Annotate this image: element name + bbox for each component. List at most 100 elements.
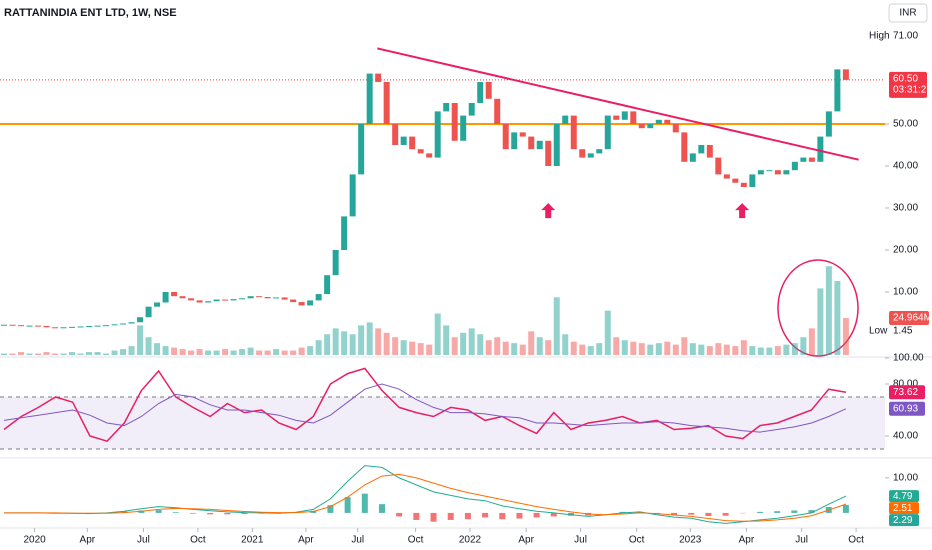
volume-label-box (889, 311, 929, 326)
candle (613, 115, 620, 120)
histogram-bar (705, 512, 712, 517)
candle (103, 325, 110, 327)
volume-bar (638, 343, 645, 355)
candle (545, 140, 552, 166)
candle (842, 69, 849, 80)
volume-bar (52, 353, 59, 355)
last-price-label: 60.50 (893, 74, 918, 85)
y-tick-label: 50.00 (893, 119, 918, 130)
volume-bar (800, 337, 807, 355)
x-tick-label: Oct (408, 535, 424, 546)
candle (349, 174, 356, 217)
candle (145, 306, 152, 318)
currency-label[interactable]: INR (899, 8, 916, 19)
candle (247, 296, 254, 299)
volume-bar (485, 340, 492, 355)
x-tick-label: Jul (795, 535, 808, 546)
histogram-bar (550, 512, 557, 517)
volume-bar (349, 334, 356, 355)
candle (519, 132, 526, 137)
candle (451, 102, 458, 141)
candle (324, 275, 331, 295)
candle (417, 149, 424, 154)
candle (307, 300, 314, 306)
volume-bar (825, 266, 832, 355)
candle (706, 144, 713, 158)
volume-bar (264, 350, 271, 355)
candle (800, 157, 807, 162)
volume-bar (145, 337, 152, 355)
candle (477, 81, 484, 103)
volume-bar (732, 346, 739, 355)
candle (298, 302, 305, 306)
volume-bar (536, 337, 543, 355)
x-tick-label: Jul (137, 535, 150, 546)
volume-bar (545, 340, 552, 355)
y-tick-label: 30.00 (893, 203, 918, 214)
candle (468, 102, 475, 116)
highlight-circle (777, 259, 859, 357)
volume-bar (366, 322, 373, 355)
volume-bar (409, 341, 416, 355)
high-text: High (869, 30, 890, 41)
value-label-box (889, 490, 919, 503)
volume-bar (417, 343, 424, 355)
value-label-box (889, 401, 925, 416)
candle (332, 249, 339, 276)
currency-button[interactable] (888, 3, 928, 23)
volume-bar (256, 350, 263, 355)
volume-bar (307, 346, 314, 355)
volume-bar (817, 288, 824, 355)
value-label: 2.29 (893, 515, 913, 526)
volume-bar (460, 332, 467, 355)
volume-bar (86, 352, 93, 355)
candle (315, 294, 322, 301)
candle (681, 132, 688, 162)
x-tick-label: Apr (80, 535, 96, 546)
low-label: 1.45 (893, 326, 913, 337)
volume-label: 24.964M (893, 313, 932, 324)
candle (162, 291, 169, 303)
candle (502, 123, 509, 150)
candle (154, 302, 161, 307)
candle (647, 123, 654, 129)
histogram-bar (808, 510, 815, 513)
volume-bar (94, 352, 101, 355)
volume-bar (681, 337, 688, 355)
value-label-box (889, 514, 919, 527)
value-label: 73.62 (893, 387, 918, 398)
candle (732, 178, 739, 183)
candle (264, 297, 271, 299)
histogram-bar (464, 512, 471, 520)
histogram-bar (430, 512, 437, 522)
y-tick-label: 10.00 (893, 473, 918, 484)
volume-bar (842, 318, 849, 355)
volume-bar (451, 337, 458, 355)
value-label-box (889, 385, 925, 400)
histogram-bar (688, 512, 695, 515)
candle (443, 102, 450, 112)
volume-bar (723, 344, 730, 355)
x-tick-label: Jul (351, 535, 364, 546)
candle (596, 149, 603, 154)
volume-bar (324, 334, 331, 355)
histogram-bar (499, 512, 506, 520)
candle (43, 326, 50, 328)
volume-bar (392, 337, 399, 355)
volume-bar (77, 353, 84, 355)
candle (494, 98, 501, 124)
volume-bar (689, 343, 696, 355)
candle (579, 149, 586, 158)
y-tick-label: 40.00 (893, 431, 918, 442)
x-tick-label: Apr (739, 535, 755, 546)
x-tick-label: Jul (574, 535, 587, 546)
candle (630, 111, 637, 124)
volume-bar (715, 343, 722, 355)
candle (383, 81, 390, 124)
candle (222, 299, 229, 301)
candle (825, 111, 832, 137)
volume-bar (60, 353, 67, 355)
volume-bar (43, 352, 50, 355)
histogram-bar (361, 493, 368, 513)
candle (60, 327, 67, 329)
